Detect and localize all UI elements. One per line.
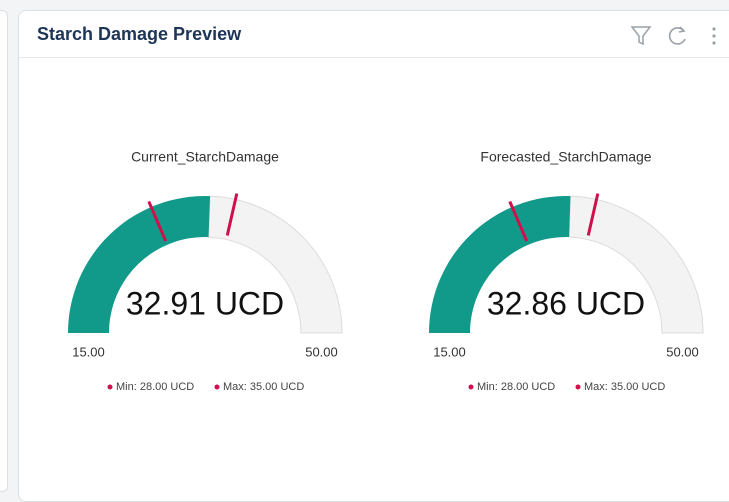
gauge-value-label: 32.91 UCD (126, 285, 284, 321)
legend-dot (575, 384, 581, 390)
toolbar (630, 26, 716, 46)
tick-label: 50.00 (305, 344, 338, 359)
refresh-icon[interactable] (668, 27, 686, 45)
gauge-title: Forecasted_StarchDamage (480, 149, 651, 165)
gauge-value (68, 195, 211, 333)
gauge-title: Current_StarchDamage (131, 149, 279, 165)
legend-label: Min: 28.00 UCD (116, 381, 194, 393)
widget-title: Starch Damage Preview (37, 24, 242, 44)
gauge-value (429, 195, 571, 333)
more-icon[interactable] (712, 27, 716, 45)
refresh-arrow (678, 26, 686, 33)
gauge-track (208, 195, 343, 334)
gauges: Current_StarchDamage Min: 28.00 UCD Max: 3… (68, 149, 704, 393)
tick-label: 15.00 (433, 344, 466, 359)
filter-icon[interactable] (630, 26, 652, 46)
threshold-marker (147, 200, 168, 242)
threshold-marker (586, 193, 600, 236)
gauge-value-label: 32.86 UCD (487, 285, 645, 321)
tick-label: 50.00 (666, 344, 699, 359)
threshold-marker (225, 193, 239, 236)
legend-label: Max: 35.00 UCD (584, 381, 665, 393)
page: {"header": {"title": "Starch Damage Prev… (0, 10, 729, 502)
legend-dot (468, 384, 474, 390)
legend-dot (214, 384, 220, 390)
gauge-track (568, 195, 704, 334)
widget-header: Starch Damage Preview (19, 11, 729, 58)
legend-label: Min: 28.00 UCD (477, 381, 555, 393)
tick-label: 15.00 (72, 344, 105, 359)
legend-label: Max: 35.00 UCD (223, 381, 304, 393)
legend-dot (107, 384, 113, 390)
threshold-marker (508, 200, 529, 242)
